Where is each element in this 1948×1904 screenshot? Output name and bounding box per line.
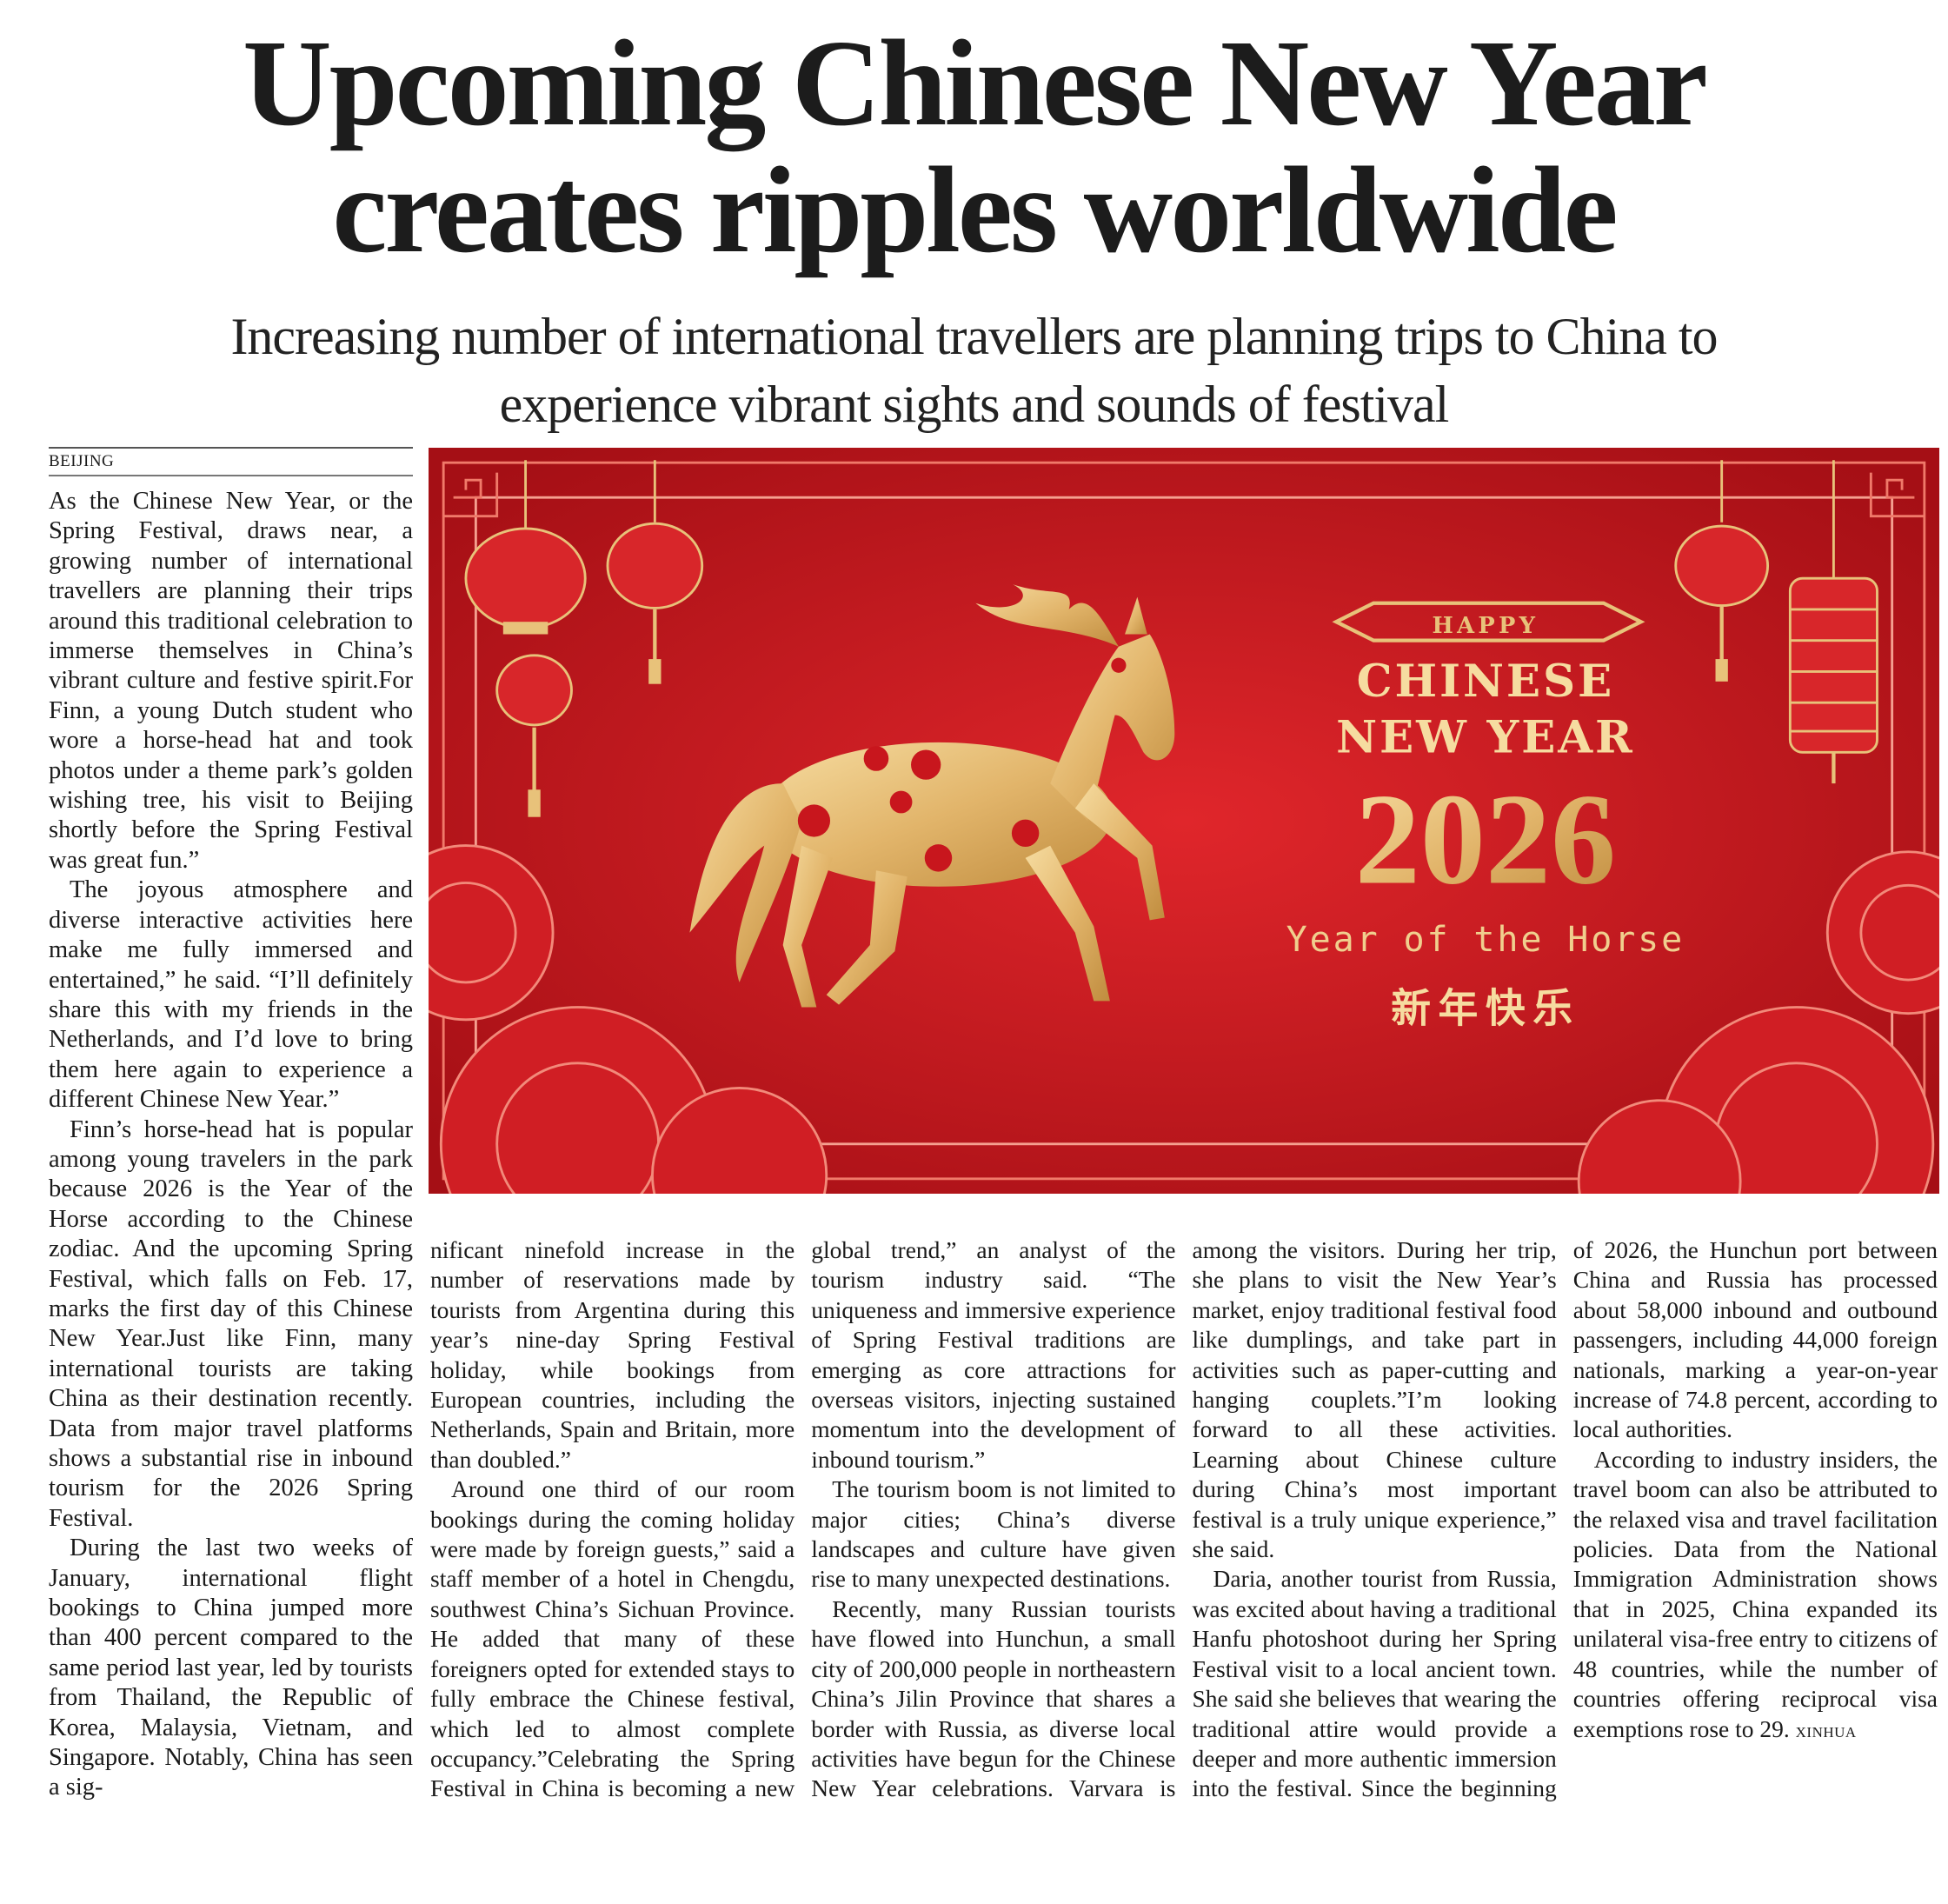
article-paragraph: nificant ninefold increase in the number… xyxy=(430,1236,795,1473)
lantern-icon xyxy=(464,460,587,817)
article-paragraph: Daria, another tourist from Russia, was … xyxy=(1192,1236,1938,1802)
horse-illustration xyxy=(689,584,1175,1008)
banner-year-of-horse: Year of the Horse xyxy=(1286,920,1685,960)
headline-line-2: creates ripples worldwide xyxy=(332,141,1618,278)
headline-line-1: Upcoming Chinese New Year xyxy=(243,14,1708,151)
dateline-rule: BEIJING xyxy=(49,447,413,476)
article-lower-columns: nificant ninefold increase in the number… xyxy=(430,1235,1938,1804)
lantern-icon xyxy=(1674,460,1770,682)
banner-chinese: CHINESE xyxy=(1357,656,1614,708)
article-paragraph: According to industry insiders, the trav… xyxy=(1573,1445,1938,1748)
article-last-paragraph: According to industry insiders, the trav… xyxy=(1572,1445,1938,1742)
banner-happy: HAPPY xyxy=(1432,613,1539,639)
subheadline-line-1: Increasing number of international trave… xyxy=(230,308,1718,365)
article-paragraph: The tourism boom is not limited to major… xyxy=(811,1475,1176,1593)
article-paragraph: Around one third of our room bookings du… xyxy=(430,1236,1176,1802)
article-paragraph: Recently, many Russian tourists have flo… xyxy=(811,1236,1557,1802)
banner-new-year: NEW YEAR xyxy=(1336,711,1635,763)
article-left-column: As the Chinese New Year, or the Spring F… xyxy=(49,487,413,1803)
dateline: BEIJING xyxy=(49,452,115,470)
lantern-icon xyxy=(606,460,704,684)
headline: Upcoming Chinese New Year creates ripple… xyxy=(0,19,1948,273)
credit: XINHUA xyxy=(1795,1723,1857,1741)
article-paragraph: Finn’s horse-head hat is popular among y… xyxy=(49,1115,413,1532)
article-paragraph: During the last two weeks of January, in… xyxy=(49,1535,413,1801)
subheadline: Increasing number of international trave… xyxy=(0,303,1948,438)
cylinder-lantern-icon xyxy=(1788,460,1878,784)
horse-decoration-flowers xyxy=(797,657,1127,872)
article-paragraph: As the Chinese New Year, or the Spring F… xyxy=(49,488,413,874)
happy-ribbon: HAPPY xyxy=(1332,601,1645,642)
banner-greeting-chinese: 新年快乐 xyxy=(1391,986,1579,1032)
article-paragraph: The joyous atmosphere and diverse intera… xyxy=(49,876,413,1114)
decorative-frame xyxy=(442,461,1926,1181)
banner-year: 2026 xyxy=(1355,768,1616,912)
subheadline-line-2: experience vibrant sights and sounds of … xyxy=(499,376,1450,433)
paper-fan-icon xyxy=(429,844,1939,1194)
new-year-banner-image: HAPPY CHINESE NEW YEAR 2026 Year of the … xyxy=(429,448,1939,1194)
